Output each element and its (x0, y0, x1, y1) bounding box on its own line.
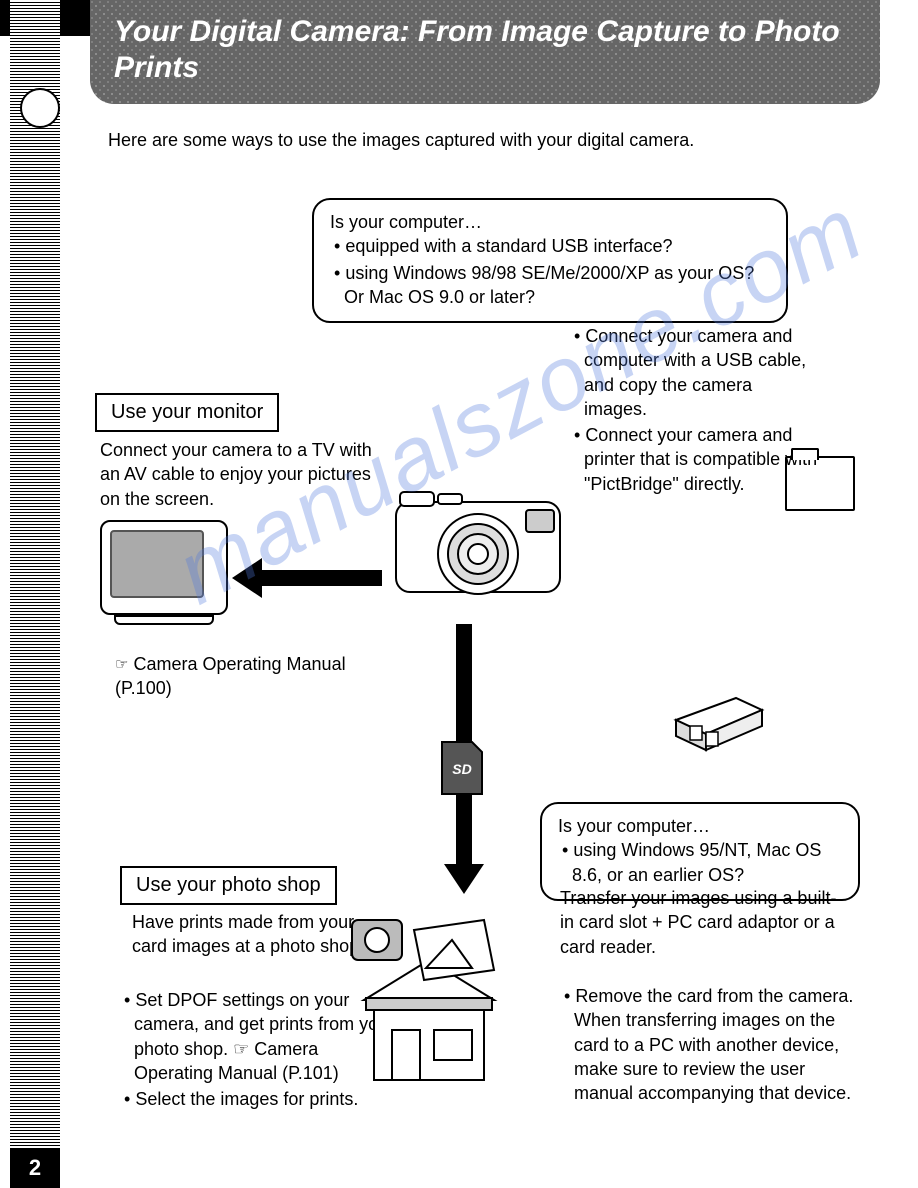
connect-item-text: Connect your camera and printer that is … (584, 425, 817, 494)
callout1-item: • equipped with a standard USB interface… (330, 234, 770, 258)
connect-item-text: Connect your camera and computer with a … (584, 326, 806, 419)
side-pattern (10, 0, 60, 1188)
transfer-bullets: • Remove the card from the camera. When … (560, 984, 860, 1107)
transfer-item: • Remove the card from the camera. When … (560, 984, 860, 1105)
callout2-item-text: using Windows 95/NT, Mac OS 8.6, or an e… (572, 840, 821, 884)
callout-computer-requirements: Is your computer… • equipped with a stan… (312, 198, 788, 323)
photoshop-item-text: Select the images for prints. (135, 1089, 358, 1109)
sd-card-icon: SD (440, 740, 484, 796)
callout1-item-text: using Windows 98/98 SE/Me/2000/XP as you… (344, 263, 754, 307)
card-reader-icon (666, 690, 766, 760)
tv-icon (100, 520, 228, 625)
manual-ref-text: Camera Operating Manual (P.100) (115, 654, 346, 698)
callout2-lead: Is your computer… (558, 814, 842, 838)
folder-icon (785, 456, 855, 511)
connect-instructions: • Connect your camera and computer with … (570, 324, 820, 498)
label-use-photoshop: Use your photo shop (120, 866, 337, 905)
transfer-text: Transfer your images using a built-in ca… (560, 886, 850, 959)
transfer-item-text: Remove the card from the camera. When tr… (574, 986, 853, 1103)
pointer-icon: ☞ (115, 655, 128, 675)
callout1-item: • using Windows 98/98 SE/Me/2000/XP as y… (330, 261, 770, 310)
monitor-text: Connect your camera to a TV with an AV c… (100, 438, 390, 511)
side-circle-icon (20, 88, 60, 128)
label-use-monitor: Use your monitor (95, 393, 279, 432)
callout1-item-text: equipped with a standard USB interface? (345, 236, 672, 256)
camera-icon (388, 482, 568, 612)
page-title: Your Digital Camera: From Image Capture … (90, 0, 880, 104)
photoshop-item: • Select the images for prints. (120, 1087, 400, 1111)
arrow-left-icon (232, 558, 382, 598)
callout2-item: • using Windows 95/NT, Mac OS 8.6, or an… (558, 838, 842, 887)
manual-reference: ☞ Camera Operating Manual (P.100) (115, 652, 375, 701)
photoshop-icon (344, 910, 514, 1090)
page-number: 2 (10, 1148, 60, 1188)
intro-text: Here are some ways to use the images cap… (108, 128, 694, 152)
connect-item: • Connect your camera and printer that i… (570, 423, 820, 496)
callout1-lead: Is your computer… (330, 210, 770, 234)
sd-label: SD (452, 761, 471, 777)
connect-item: • Connect your camera and computer with … (570, 324, 820, 421)
